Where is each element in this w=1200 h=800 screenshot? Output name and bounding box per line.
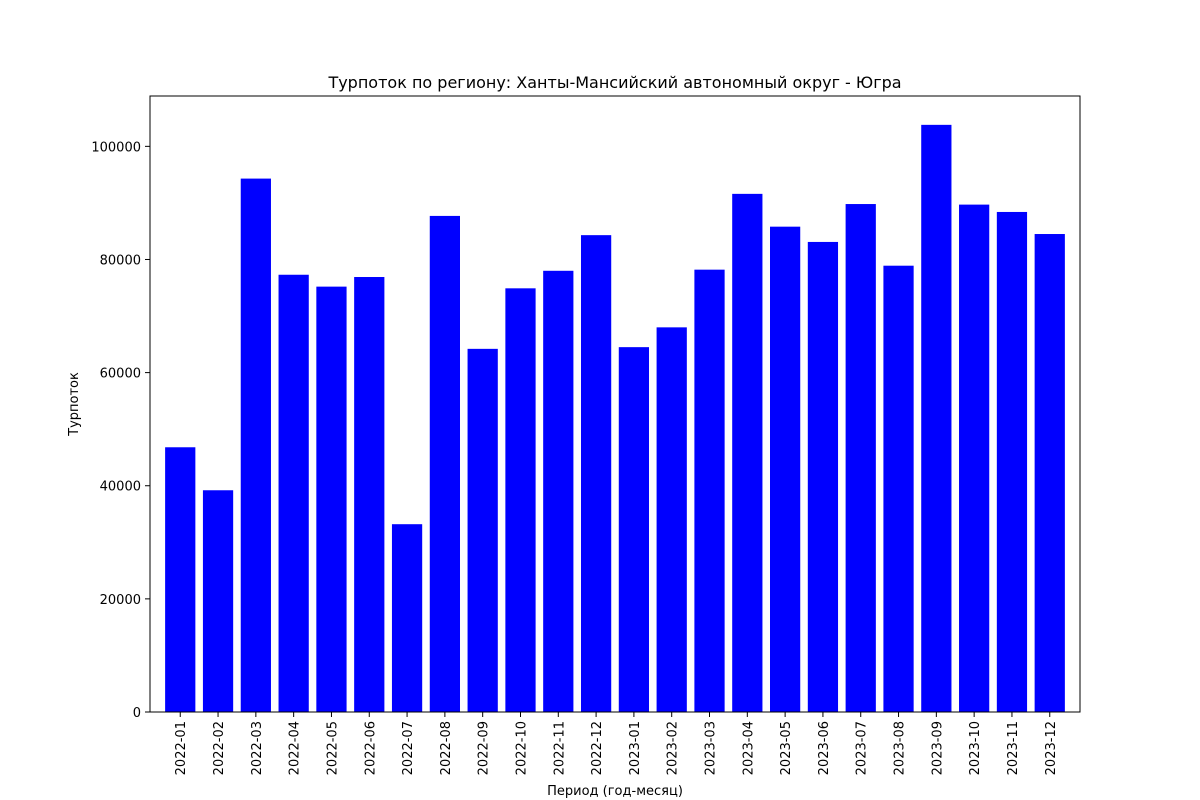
y-tick-label: 60000 (100, 367, 141, 382)
bar-2023-11 (996, 211, 1028, 712)
bar-2023-03 (694, 269, 725, 712)
bar-2023-05 (770, 226, 801, 713)
x-tick-label: 2022-03 (250, 721, 265, 775)
y-axis: 0 20000 40000 60000 80000 100000 (91, 140, 150, 721)
bar-2023-04 (732, 193, 763, 713)
x-tick-label: 2022-08 (439, 721, 454, 775)
y-tick-label: 20000 (100, 593, 141, 608)
y-axis-label: Турпоток (67, 372, 82, 437)
x-axis-label: Период (год-месяц) (547, 784, 683, 799)
x-tick-label: 2023-09 (930, 721, 945, 775)
bar-2023-10 (959, 204, 990, 713)
plot-frame (149, 95, 1081, 713)
y-tick-label: 80000 (100, 253, 141, 268)
bar-2022-03 (240, 178, 271, 713)
x-tick-label: 2023-08 (893, 721, 908, 775)
bar-2023-07 (845, 204, 876, 713)
y-tick-label: 40000 (100, 480, 141, 495)
x-tick-label: 2022-06 (363, 721, 378, 775)
x-tick-label: 2023-10 (968, 721, 983, 775)
chart-title: Турпоток по региону: Ханты-Мансийский ав… (327, 73, 901, 92)
x-tick-label: 2022-09 (477, 721, 492, 775)
x-tick-label: 2023-12 (1044, 721, 1059, 775)
bar-2022-12 (580, 235, 612, 712)
x-tick-label: 2022-02 (212, 721, 227, 775)
bar-2023-08 (883, 265, 914, 712)
x-tick-label: 2022-01 (174, 721, 189, 775)
y-tick-label: 100000 (91, 140, 141, 155)
x-tick-label: 2023-07 (855, 721, 870, 775)
bar-2022-11 (543, 270, 574, 712)
bar-2023-01 (618, 347, 650, 712)
x-tick-label: 2022-12 (590, 721, 605, 775)
x-tick-label: 2023-11 (1006, 721, 1021, 775)
x-tick-label: 2022-07 (401, 721, 416, 775)
bar-2022-09 (467, 348, 498, 712)
bar-2023-02 (656, 327, 687, 712)
bar-2022-08 (429, 215, 460, 713)
bar-2022-01 (165, 447, 196, 712)
x-tick-label: 2022-11 (552, 721, 567, 775)
bar-2022-04 (278, 274, 309, 712)
bar-2023-06 (807, 241, 839, 712)
bar-2023-09 (921, 124, 952, 713)
x-tick-label: 2023-06 (817, 721, 832, 775)
x-tick-label: 2022-04 (288, 721, 303, 775)
bar-2022-07 (391, 524, 423, 712)
bar-2022-06 (354, 277, 385, 712)
x-tick-label: 2023-03 (704, 721, 719, 775)
bar-2022-10 (505, 288, 536, 712)
x-axis: 2022-01 2022-02 2022-03 2022-04 2022-05 2022-… (174, 712, 1059, 775)
bar-2023-12 (1034, 234, 1065, 712)
x-tick-label: 2022-10 (514, 721, 529, 775)
x-tick-label: 2023-01 (628, 721, 643, 775)
bar-2022-05 (316, 286, 347, 712)
x-tick-label: 2023-05 (779, 721, 794, 775)
x-tick-label: 2023-04 (741, 721, 756, 775)
bars-group (165, 124, 1065, 713)
x-tick-label: 2022-05 (325, 721, 340, 775)
x-tick-label: 2023-02 (666, 721, 681, 775)
y-tick-label: 0 (133, 706, 141, 721)
bar-2022-02 (202, 490, 234, 712)
